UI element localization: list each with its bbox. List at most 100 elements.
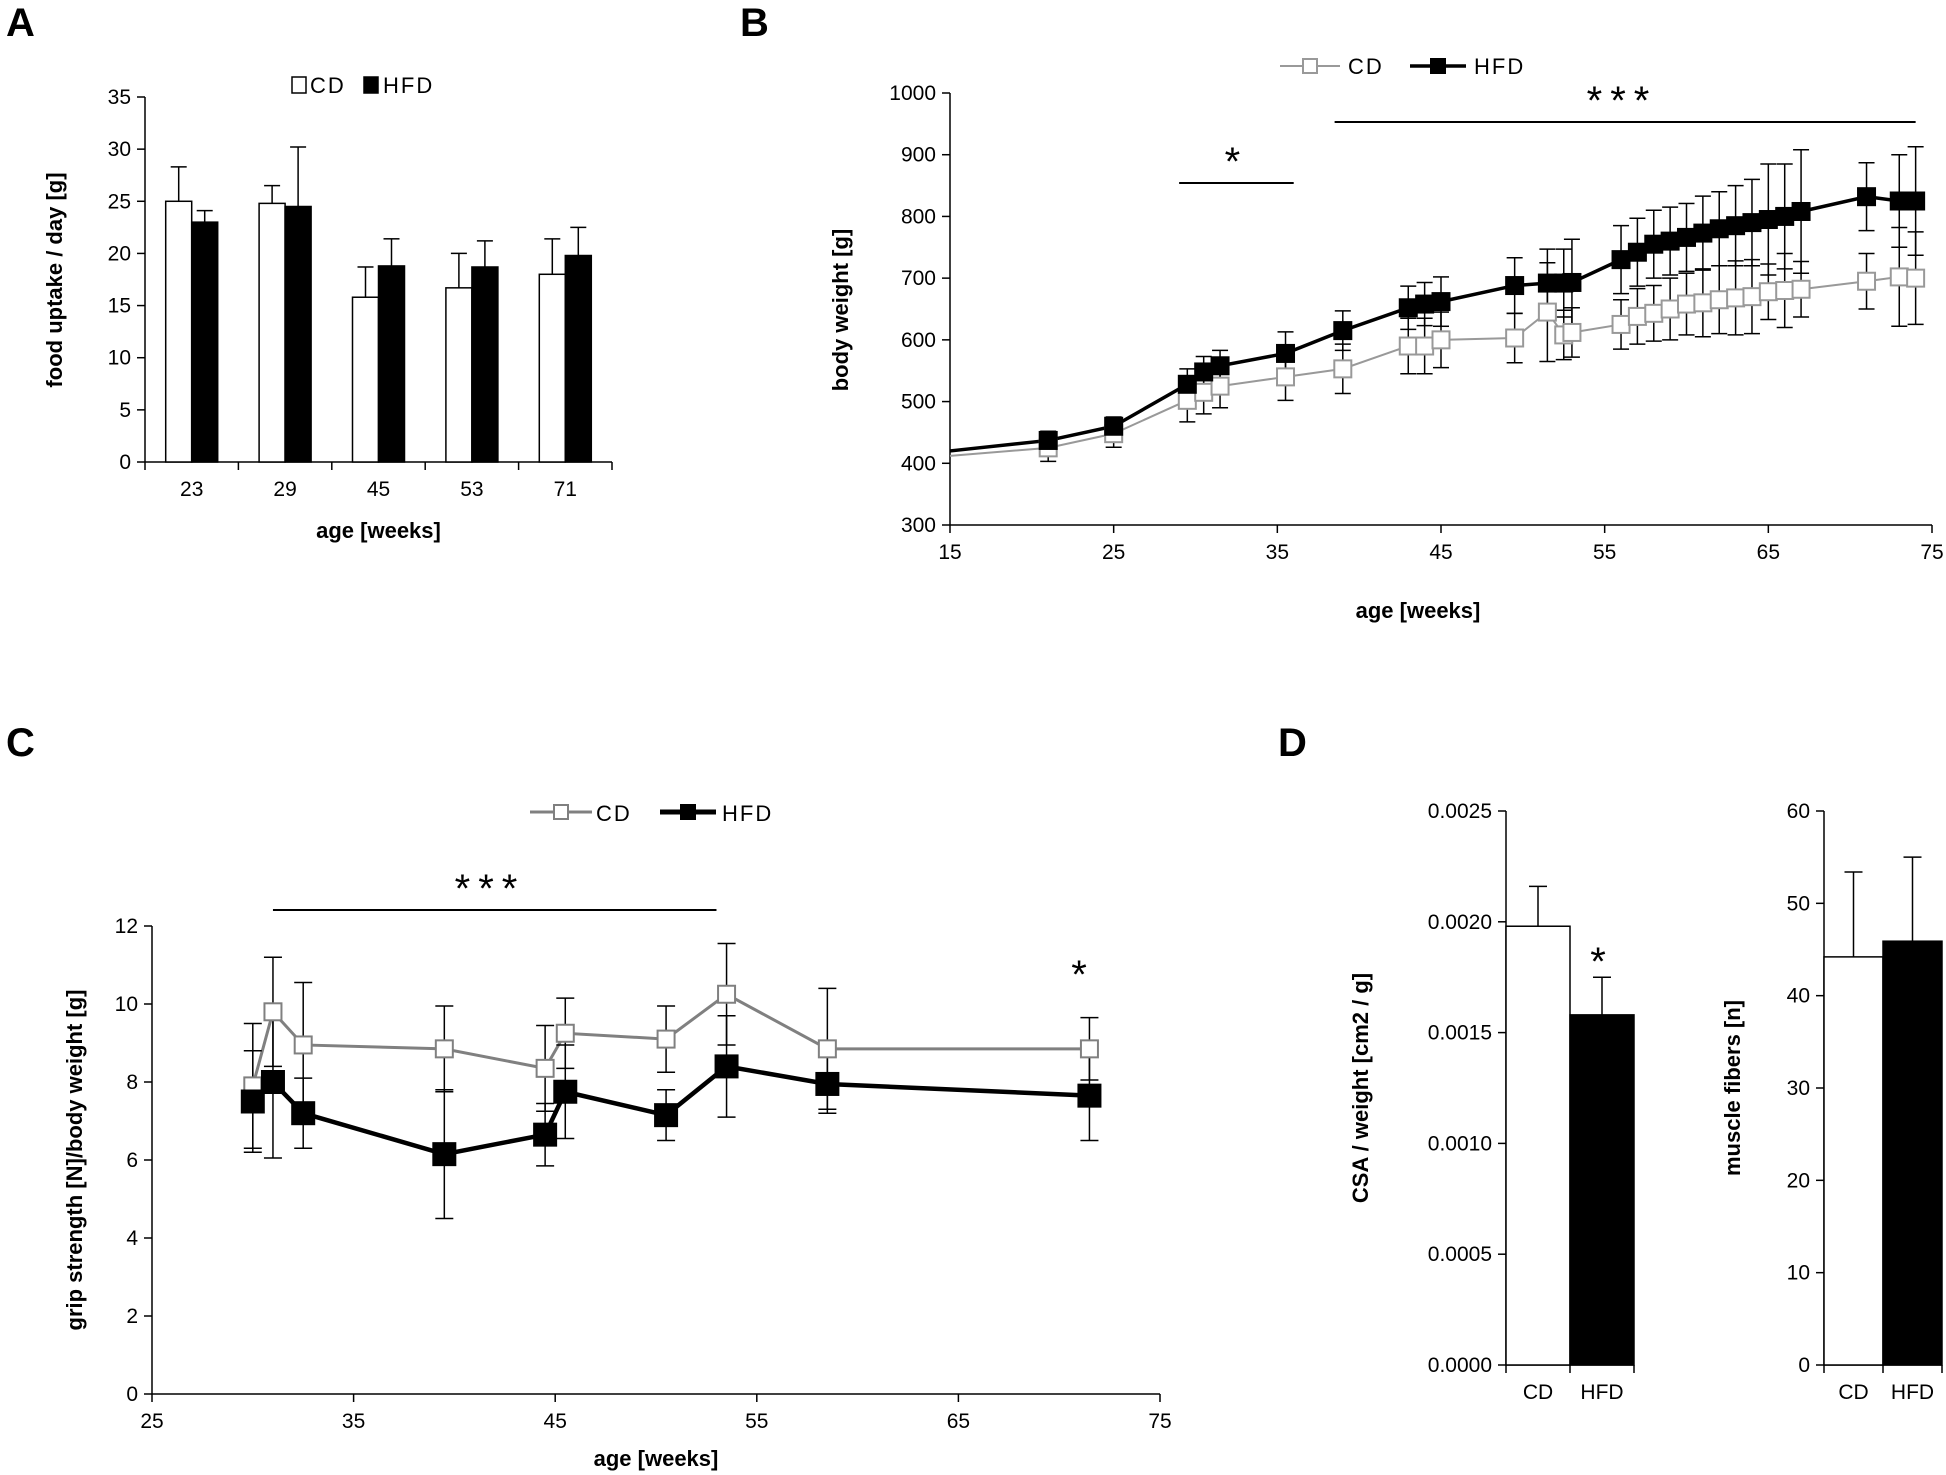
legend-marker-cd — [1302, 58, 1318, 74]
x-tick-label: 55 — [1593, 541, 1616, 564]
y-tick-label: 0.0025 — [1428, 800, 1492, 823]
bar-cd — [1823, 956, 1884, 1366]
point-hfd — [654, 1103, 679, 1128]
point-cd — [434, 1039, 454, 1059]
y-tick-label: 0.0005 — [1428, 1243, 1492, 1266]
bar-cd — [1505, 925, 1571, 1366]
point-hfd — [1038, 430, 1058, 450]
panel-d-muscle-fibers-chart: 0 10 20 30 40 50 60 CD HFD muscle fibers [n] — [1720, 800, 1943, 1404]
point-hfd — [1431, 292, 1451, 312]
panel-label-c: C — [6, 721, 35, 765]
panel-b-body-weight-chart: 300 400 500 600 700 800 900 1000 15 25 35 45 55 65 75 a… — [828, 54, 1944, 623]
x-tick-label: 45 — [1429, 541, 1452, 564]
point-cd — [1660, 299, 1680, 319]
legend-label-hfd: HFD — [383, 73, 434, 98]
point-hfd — [1194, 362, 1214, 382]
bar-hfd-45 — [377, 265, 406, 463]
point-hfd — [1775, 206, 1795, 226]
y-tick-label: 0.0020 — [1428, 911, 1492, 934]
point-cd — [1742, 287, 1762, 307]
y-tick-label: 0 — [119, 451, 131, 474]
point-hfd — [1333, 321, 1353, 341]
significance-star: * — [1225, 140, 1249, 184]
bar-hfd — [1882, 940, 1943, 1366]
x-tick-label: 65 — [947, 1410, 970, 1433]
point-cd — [1693, 293, 1713, 313]
series-line-hfd — [949, 194, 1916, 453]
point-cd — [1333, 359, 1353, 379]
x-tick-label: 35 — [342, 1410, 365, 1433]
y-tick-label: 0 — [126, 1383, 138, 1406]
panel-c-grip-strength-chart: 0 2 4 6 8 10 12 25 35 45 55 65 75 age [weeks] grip str… — [62, 801, 1172, 1471]
point-hfd — [1104, 416, 1124, 436]
x-axis-label: age [weeks] — [594, 1446, 719, 1471]
point-hfd — [1857, 187, 1877, 207]
point-cd — [817, 1039, 837, 1059]
point-cd — [1726, 288, 1746, 308]
bar-cd-29 — [258, 202, 286, 463]
point-hfd — [1537, 273, 1557, 293]
point-hfd — [1726, 216, 1746, 236]
x-tick-label: 25 — [140, 1410, 163, 1433]
series-line-cd — [251, 992, 1090, 1087]
legend-swatch-cd — [291, 76, 307, 94]
bar-hfd-23 — [190, 221, 219, 463]
x-axis-label: age [weeks] — [316, 518, 441, 543]
point-cd — [1398, 336, 1418, 356]
x-tick-label: 75 — [1148, 1410, 1171, 1433]
point-cd — [1758, 282, 1778, 302]
bar-cd-23 — [164, 200, 193, 463]
point-cd — [1644, 303, 1664, 323]
point-hfd — [1791, 201, 1811, 221]
y-axis-label: CSA / weight [cm2 / g] — [1348, 973, 1373, 1203]
x-tick-label: 53 — [460, 478, 483, 501]
point-cd — [555, 1023, 575, 1043]
point-hfd — [1627, 242, 1647, 262]
legend-label-cd: CD — [310, 73, 346, 98]
point-cd — [1194, 382, 1214, 402]
point-hfd — [1677, 227, 1696, 247]
bar-hfd-71 — [564, 254, 593, 463]
point-cd — [1177, 390, 1197, 410]
point-hfd — [553, 1079, 578, 1104]
panel-label-b: B — [740, 1, 769, 45]
y-tick-label: 300 — [901, 514, 936, 537]
point-hfd — [1758, 210, 1778, 230]
y-tick-label: 35 — [108, 86, 131, 109]
x-tick-label: 75 — [1920, 541, 1943, 564]
point-cd — [1791, 279, 1811, 299]
point-hfd — [1709, 219, 1729, 239]
point-hfd — [1644, 234, 1664, 254]
point-hfd — [533, 1122, 558, 1147]
y-tick-label: 2 — [126, 1305, 138, 1328]
point-cd — [656, 1029, 676, 1049]
point-hfd — [291, 1101, 316, 1126]
point-hfd — [1742, 213, 1762, 233]
point-cd — [1537, 302, 1557, 322]
y-tick-label: 30 — [1787, 1077, 1810, 1100]
x-tick-label: 29 — [273, 478, 296, 501]
significance-star: * — [1590, 940, 1614, 984]
bar-cd-45 — [351, 296, 380, 463]
y-tick-label: 700 — [901, 267, 936, 290]
y-tick-label: 25 — [108, 190, 131, 213]
legend-label-hfd: HFD — [1474, 54, 1525, 79]
x-axis-label: age [weeks] — [1356, 598, 1481, 623]
y-tick-label: 20 — [108, 242, 131, 265]
y-tick-label: 30 — [108, 138, 131, 161]
y-tick-label: 60 — [1787, 800, 1810, 823]
y-tick-label: 1000 — [889, 82, 936, 105]
x-tick-label: 65 — [1757, 541, 1780, 564]
y-tick-label: 20 — [1787, 1169, 1810, 1192]
y-tick-label: 40 — [1787, 985, 1810, 1008]
point-hfd — [1505, 276, 1525, 296]
point-hfd — [1276, 343, 1296, 363]
significance-stars: *** — [455, 867, 526, 911]
x-tick-label: 23 — [180, 478, 203, 501]
x-tick-label: 15 — [938, 541, 961, 564]
point-hfd — [1210, 356, 1230, 376]
point-hfd — [1562, 272, 1582, 292]
point-cd — [1079, 1039, 1099, 1059]
x-tick-label: 45 — [544, 1410, 567, 1433]
y-tick-label: 0.0015 — [1428, 1022, 1492, 1045]
